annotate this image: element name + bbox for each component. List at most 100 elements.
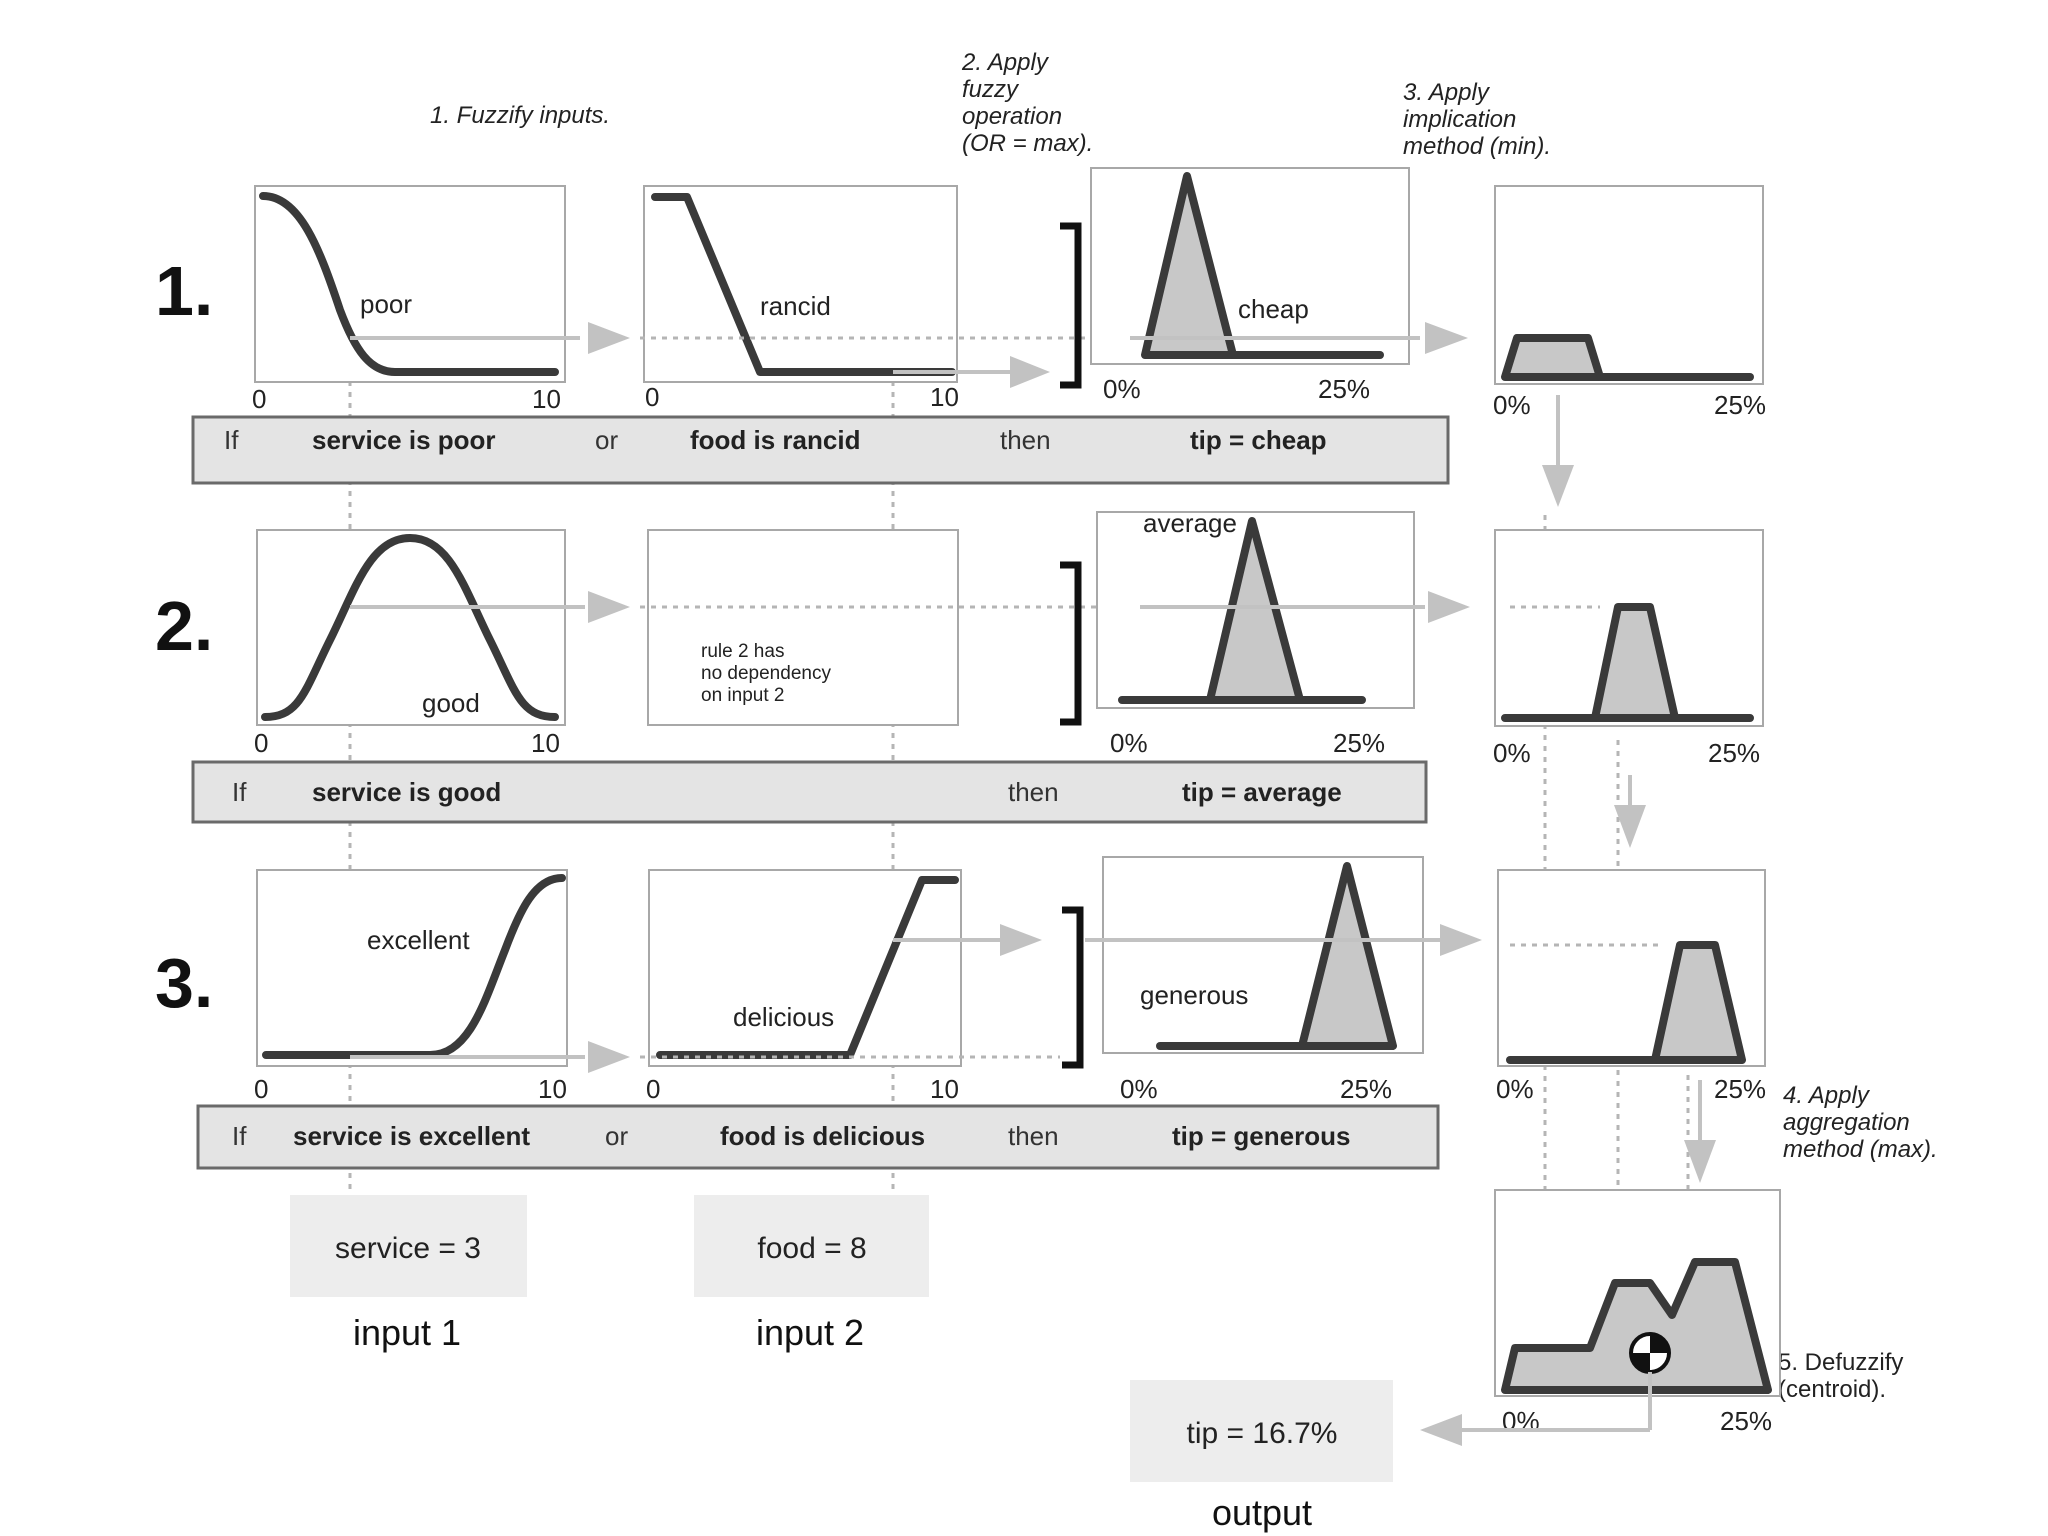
- row1-arrow-1-icon: [588, 322, 630, 354]
- row3-arrow-3-icon: [1440, 924, 1482, 956]
- row1-or-bracket-icon: [1060, 222, 1082, 389]
- row1-arrow-3-icon: [1425, 322, 1468, 354]
- row2-down-arrow-icon: [1614, 805, 1646, 848]
- row1-input1-tick-max: 10: [532, 384, 561, 414]
- rule2-if: If: [232, 777, 247, 807]
- row2-input1-tick-min: 0: [254, 728, 268, 758]
- row1: poor 0 10 rancid 0 10 cheap 0% 25% 0% 25…: [191, 167, 1766, 507]
- row3: excellent 0 10 delicious 0 10 generous 0…: [196, 856, 1766, 1183]
- row1-implication-shape: [1501, 334, 1604, 381]
- row2-implication-tick-min: 0%: [1493, 738, 1531, 768]
- average-mf-label: average: [1143, 508, 1237, 538]
- aggregation-tick-max: 25%: [1720, 1406, 1772, 1436]
- row1-arrow-2-icon: [1010, 356, 1050, 388]
- row2: good 0 10 rule 2 has no dependency on in…: [191, 508, 1764, 848]
- rancid-mf-label: rancid: [760, 291, 831, 321]
- rule3-if: If: [232, 1121, 247, 1151]
- rule2-then: then: [1008, 777, 1059, 807]
- row2-output-tick-max: 25%: [1333, 728, 1385, 758]
- row1-implication-tick-max: 25%: [1714, 390, 1766, 420]
- aggregated-output-shape: [1501, 1258, 1772, 1394]
- rule2-result: tip = average: [1182, 777, 1342, 807]
- aggregation: 0% 25%: [1420, 1189, 1781, 1446]
- row3-input2-tick-max: 10: [930, 1074, 959, 1104]
- rule1-part2: food is rancid: [690, 425, 860, 455]
- good-mf-label: good: [422, 688, 480, 718]
- rule3-part2: food is delicious: [720, 1121, 925, 1151]
- row3-arrow-1-icon: [588, 1041, 630, 1073]
- delicious-mf-label: delicious: [733, 1002, 834, 1032]
- rule2-part1: service is good: [312, 777, 501, 807]
- centroid-marker-quarter-a: [1650, 1334, 1669, 1353]
- row2-input2-box: [647, 529, 959, 726]
- row3-implication-shape: [1651, 941, 1746, 1064]
- row1-input2-tick-min: 0: [645, 382, 659, 412]
- row2-implication-tick-max: 25%: [1708, 738, 1760, 768]
- centroid-marker-quarter-b: [1631, 1353, 1650, 1372]
- excellent-mf-label: excellent: [367, 925, 470, 955]
- step4-caption: 4. Apply aggregation method (max).: [1783, 1082, 1938, 1163]
- rule3-then: then: [1008, 1121, 1059, 1151]
- row1-implication-tick-min: 0%: [1493, 390, 1531, 420]
- generous-mf-shape: [1298, 862, 1397, 1050]
- row3-output-tick-min: 0%: [1120, 1074, 1158, 1104]
- row2-number: 2.: [155, 587, 213, 665]
- rancid-mf-curve: [651, 193, 956, 376]
- excellent-mf-curve: [262, 874, 566, 1059]
- rule3-bar: [196, 1104, 1440, 1170]
- cheap-mf-shape: [1141, 172, 1237, 359]
- average-mf-shape: [1206, 517, 1304, 704]
- row1-output-box: [1090, 167, 1410, 365]
- food-value-box: [694, 1195, 929, 1297]
- row3-output-tick-max: 25%: [1340, 1074, 1392, 1104]
- poor-mf-curve: [259, 192, 559, 376]
- row3-input1-box: [256, 869, 568, 1067]
- row2-bracket-icon: [1060, 561, 1082, 726]
- row3-input2-tick-min: 0: [646, 1074, 660, 1104]
- input2-caption: input 2: [756, 1312, 864, 1353]
- delicious-mf-curve: [656, 876, 959, 1059]
- poor-mf-label: poor: [360, 289, 412, 319]
- rule1-op: or: [595, 425, 618, 455]
- row3-down-arrow-icon: [1684, 1140, 1716, 1183]
- row2-input1-tick-max: 10: [531, 728, 560, 758]
- food-value: food = 8: [757, 1232, 866, 1265]
- step5-caption: 5. Defuzzify (centroid).: [1778, 1349, 1910, 1403]
- step2-caption: 2. Apply fuzzy operation (OR = max).: [961, 49, 1093, 157]
- row1-number: 1.: [155, 252, 213, 330]
- row2-output-tick-min: 0%: [1110, 728, 1148, 758]
- cheap-mf-label: cheap: [1238, 294, 1309, 324]
- row3-or-bracket-icon: [1062, 906, 1084, 1069]
- row1-input1-box: [254, 185, 566, 383]
- tip-value-box: [1130, 1380, 1393, 1482]
- row1-output-tick-min: 0%: [1103, 374, 1141, 404]
- row3-implication-tick-max: 25%: [1714, 1074, 1766, 1104]
- row1-output-tick-max: 25%: [1318, 374, 1370, 404]
- rule3-op: or: [605, 1121, 628, 1151]
- rule3-result: tip = generous: [1172, 1121, 1350, 1151]
- generous-mf-label: generous: [1140, 980, 1248, 1010]
- service-value-box: [290, 1195, 527, 1297]
- rule1-part1: service is poor: [312, 425, 496, 455]
- rule1-if: If: [224, 425, 239, 455]
- rule3-part1: service is excellent: [293, 1121, 530, 1151]
- rule1-then: then: [1000, 425, 1051, 455]
- output-caption: output: [1212, 1492, 1312, 1533]
- input1-caption: input 1: [353, 1312, 461, 1353]
- rule1-result: tip = cheap: [1190, 425, 1327, 455]
- row1-down-arrow-icon: [1542, 465, 1574, 507]
- good-mf-curve: [261, 534, 559, 721]
- step3-caption: 3. Apply implication method (min).: [1403, 79, 1551, 160]
- tip-value: tip = 16.7%: [1187, 1417, 1338, 1450]
- row2-arrow-1-icon: [588, 591, 630, 623]
- row3-input1-tick-max: 10: [538, 1074, 567, 1104]
- row2-arrow-3-icon: [1428, 591, 1470, 623]
- step1-caption: 1. Fuzzify inputs.: [430, 102, 610, 129]
- defuzzify-arrow-icon: [1420, 1414, 1462, 1446]
- row3-implication-tick-min: 0%: [1496, 1074, 1534, 1104]
- row1-input2-tick-max: 10: [930, 382, 959, 412]
- row2-implication-shape: [1591, 603, 1679, 722]
- row3-input1-tick-min: 0: [254, 1074, 268, 1104]
- rule2-no-dependency-note: rule 2 has no dependency on input 2: [701, 641, 836, 706]
